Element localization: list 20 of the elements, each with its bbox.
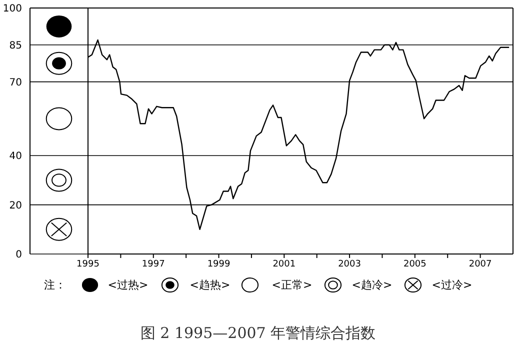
x-tick-label: 2007 [468, 259, 492, 270]
y-tick-label: 85 [9, 40, 22, 52]
y-tick-label: 100 [2, 4, 22, 15]
x-tick-label: 2003 [338, 259, 361, 270]
y-tick-label: 0 [16, 250, 22, 261]
x-tick-label: 1999 [207, 259, 230, 270]
x-tick-label: 1995 [76, 259, 100, 270]
x-tick-label: 1997 [142, 259, 165, 270]
y-tick-label: 40 [9, 151, 22, 162]
text: <趋冷> [352, 278, 392, 292]
y-tick-label: 20 [9, 200, 22, 212]
text: <趋热> [190, 278, 230, 292]
x-tick-label: 2001 [272, 259, 296, 270]
text: 图 2 1995—2007 年警情综合指数 [140, 324, 376, 342]
y-tick-label: 70 [9, 77, 22, 88]
x-tick-label: 2005 [403, 259, 426, 270]
text: 注： [44, 278, 66, 292]
text: <正常> [272, 278, 312, 292]
text: <过冷> [432, 278, 472, 292]
text: <过热> [108, 278, 148, 292]
